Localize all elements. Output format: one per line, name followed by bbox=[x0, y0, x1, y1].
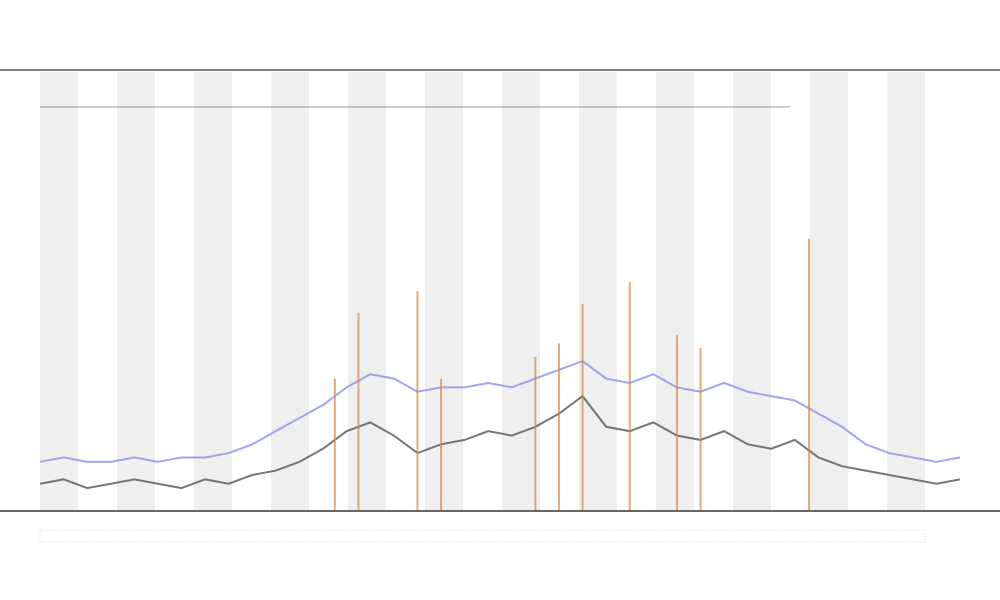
series-line bbox=[39, 394, 961, 490]
chromosome-bands bbox=[40, 72, 960, 510]
series-line bbox=[39, 359, 961, 463]
x-labels-decoration bbox=[39, 529, 926, 543]
